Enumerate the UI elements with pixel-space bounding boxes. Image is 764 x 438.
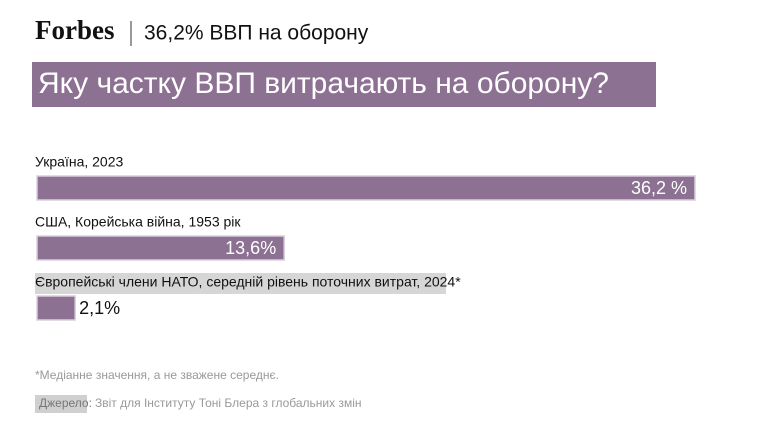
brand-logo: Forbes — [35, 15, 114, 45]
category-label: США, Корейська війна, 1953 рік — [35, 214, 241, 230]
subtitle: 36,2% ВВП на оборону — [144, 22, 369, 45]
source-label: Джерело: — [39, 396, 92, 410]
bar — [36, 175, 696, 201]
title-band — [32, 62, 656, 107]
source: Звіт для Інституту Тоні Блера з глобальн… — [95, 396, 362, 410]
label-highlight — [35, 273, 446, 294]
bar — [36, 295, 76, 321]
category-label: Європейські члени НАТО, середній рівень … — [35, 274, 461, 290]
value-label: 36,2 % — [631, 178, 687, 198]
value-label: 13,6% — [225, 238, 276, 258]
source-label-box — [35, 395, 87, 413]
footnote: *Медіанне значення, а не зважене середнє… — [35, 368, 279, 382]
value-label: 2,1% — [79, 298, 120, 318]
chart-title: Яку частку ВВП витрачають на оборону? — [38, 67, 609, 100]
bar — [36, 235, 285, 261]
category-label: Україна, 2023 — [35, 154, 124, 170]
